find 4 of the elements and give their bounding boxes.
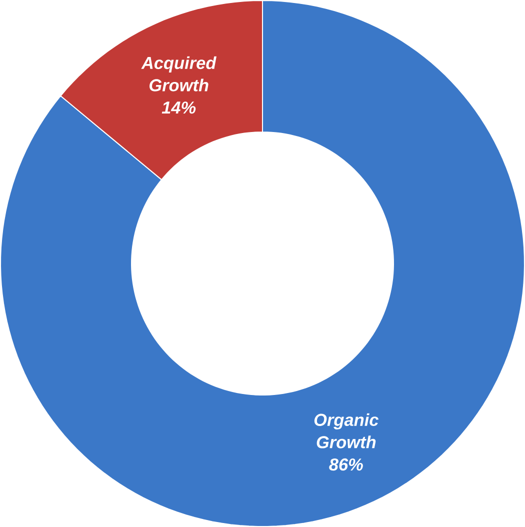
data-label: 14% [162, 102, 196, 114]
slice-label: Acquired Growth [141, 56, 216, 92]
data-label: 86% [329, 458, 363, 471]
slice-label: Organic Growth [314, 413, 378, 448]
